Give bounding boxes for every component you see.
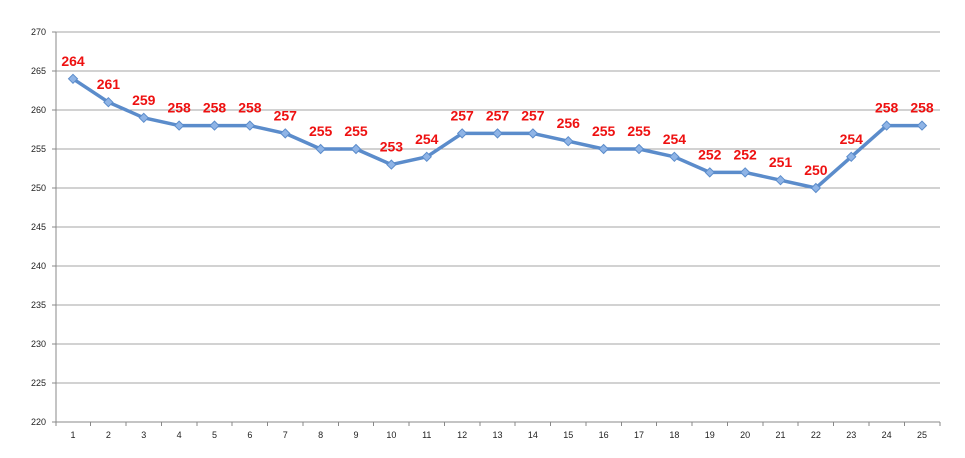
data-point-marker	[103, 96, 114, 108]
data-label: 258	[238, 100, 262, 116]
x-tick-label: 21	[775, 430, 785, 440]
data-point-marker	[315, 143, 326, 155]
data-labels: 264 261 259 258 258 258 257 255 255 253 254 257 257 2…	[61, 53, 934, 178]
data-label: 258	[875, 100, 899, 116]
data-point-marker	[67, 73, 79, 85]
x-tick-label: 10	[386, 430, 396, 440]
data-label: 261	[97, 76, 121, 92]
data-point-marker	[775, 174, 786, 186]
data-label: 259	[132, 92, 156, 108]
y-tick-label: 240	[31, 261, 46, 271]
data-point-marker	[739, 167, 751, 178]
data-label: 258	[203, 100, 227, 116]
data-label: 254	[663, 131, 687, 147]
x-tick-label: 13	[492, 430, 502, 440]
data-point-marker	[173, 120, 185, 131]
data-label: 255	[344, 123, 368, 139]
x-tick-label: 15	[563, 430, 573, 440]
x-tick-label: 3	[141, 430, 146, 440]
x-tick-label: 18	[669, 430, 679, 440]
data-label: 251	[769, 154, 793, 170]
x-tick-label: 17	[634, 430, 644, 440]
data-point-marker	[456, 128, 468, 139]
data-point-marker	[527, 128, 539, 139]
data-point-marker	[846, 151, 857, 163]
data-point-markers	[67, 73, 928, 194]
data-label: 258	[167, 100, 191, 116]
x-tick-label: 9	[353, 430, 358, 440]
data-label: 253	[380, 139, 404, 155]
x-tick-label: 8	[318, 430, 323, 440]
data-point-marker	[138, 112, 149, 124]
y-tick-label: 230	[31, 339, 46, 349]
data-point-marker	[244, 120, 256, 131]
x-tick-label: 16	[599, 430, 609, 440]
data-label: 254	[415, 131, 439, 147]
data-point-marker	[633, 143, 645, 155]
data-label: 258	[910, 100, 934, 116]
data-label: 255	[592, 123, 616, 139]
data-label: 264	[61, 53, 85, 69]
data-point-marker	[492, 128, 503, 139]
data-point-marker	[704, 167, 715, 178]
x-tick-label: 11	[422, 430, 431, 440]
x-tick-label: 14	[528, 430, 538, 440]
y-tick-label: 220	[31, 417, 46, 427]
y-tick-label: 270	[31, 27, 46, 37]
data-label: 256	[557, 115, 581, 131]
y-tick-label: 235	[31, 300, 46, 310]
x-tick-label: 24	[882, 430, 892, 440]
data-point-marker	[563, 135, 574, 147]
data-point-marker	[881, 120, 892, 131]
x-tick-label: 6	[247, 430, 252, 440]
data-label: 257	[486, 107, 510, 123]
y-tick-label: 260	[31, 105, 46, 115]
gridlines	[56, 31, 940, 384]
x-tick-label: 7	[283, 430, 288, 440]
data-label: 255	[627, 123, 651, 139]
data-label: 257	[450, 107, 474, 123]
x-tick-label: 20	[740, 430, 750, 440]
data-point-marker	[386, 159, 397, 170]
x-tick-label: 1	[70, 430, 75, 440]
data-label: 254	[840, 131, 864, 147]
data-point-marker	[810, 182, 822, 194]
data-point-marker	[209, 120, 220, 131]
data-point-marker	[421, 151, 432, 163]
y-tick-label: 265	[31, 66, 46, 76]
x-tick-label: 5	[212, 430, 217, 440]
x-axis-tick-labels: 1 2 3 4 5 6 7 8 9 10 11 12 13 14 15 16 17 18 19 20 21 22 23 24 2…	[70, 430, 927, 440]
data-label: 255	[309, 123, 333, 139]
y-tick-label: 250	[31, 183, 46, 193]
y-tick-label: 225	[31, 378, 46, 388]
data-label: 252	[733, 146, 757, 162]
x-tick-label: 4	[177, 430, 182, 440]
data-point-marker	[280, 128, 291, 139]
x-tick-label: 12	[457, 430, 467, 440]
x-tick-label: 19	[705, 430, 715, 440]
y-tick-label: 245	[31, 222, 46, 232]
data-label: 250	[804, 162, 828, 178]
axes	[52, 31, 941, 426]
x-tick-label: 25	[917, 430, 927, 440]
data-point-marker	[916, 120, 928, 131]
x-tick-label: 22	[811, 430, 821, 440]
y-axis-tick-labels: 220 225 230 235 240 245 250 255 260 265 270	[31, 27, 46, 427]
data-label: 252	[698, 146, 722, 162]
data-label: 257	[274, 107, 298, 123]
x-tick-label: 2	[106, 430, 111, 440]
data-point-marker	[669, 151, 680, 163]
y-tick-label: 255	[31, 144, 46, 154]
data-label: 257	[521, 107, 545, 123]
x-tick-label: 23	[846, 430, 856, 440]
data-point-marker	[598, 143, 609, 155]
data-point-marker	[350, 143, 362, 155]
